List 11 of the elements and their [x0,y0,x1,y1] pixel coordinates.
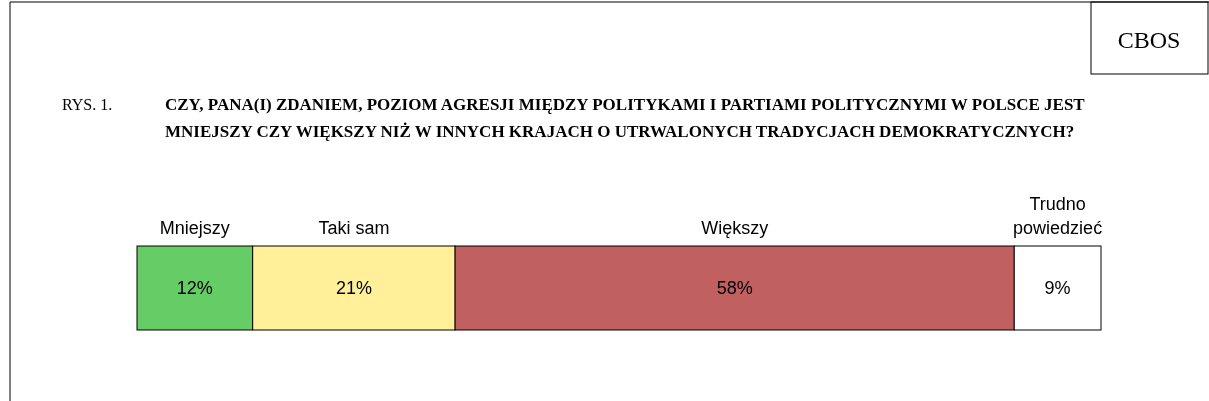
chart-title: CZY, PANA(I) ZDANIEM, POZIOM AGRESJI MIĘDZY POLITYKAMI I PARTIAMI POLITYCZNYMI W POLSCE JEST MNIEJSZY CZY WIĘKSZY NIŻ W INNYCH KRAJACH O UTRWALONYCH TRADYCJACH DEMOKRATYCZNYCH? [165,95,1086,141]
series-label: Większy [701,218,769,238]
data-label: 9% [1044,278,1071,298]
series-label: Trudno powiedzieć [1013,194,1103,238]
text: RYS. 1. [62,96,113,113]
data-label: 12% [176,278,213,298]
data-label: 58% [716,278,753,298]
series-label: Taki sam [318,218,390,238]
text: CBOS [1117,27,1181,53]
data-label: 21% [335,278,372,298]
series-label: Mniejszy [159,218,230,238]
